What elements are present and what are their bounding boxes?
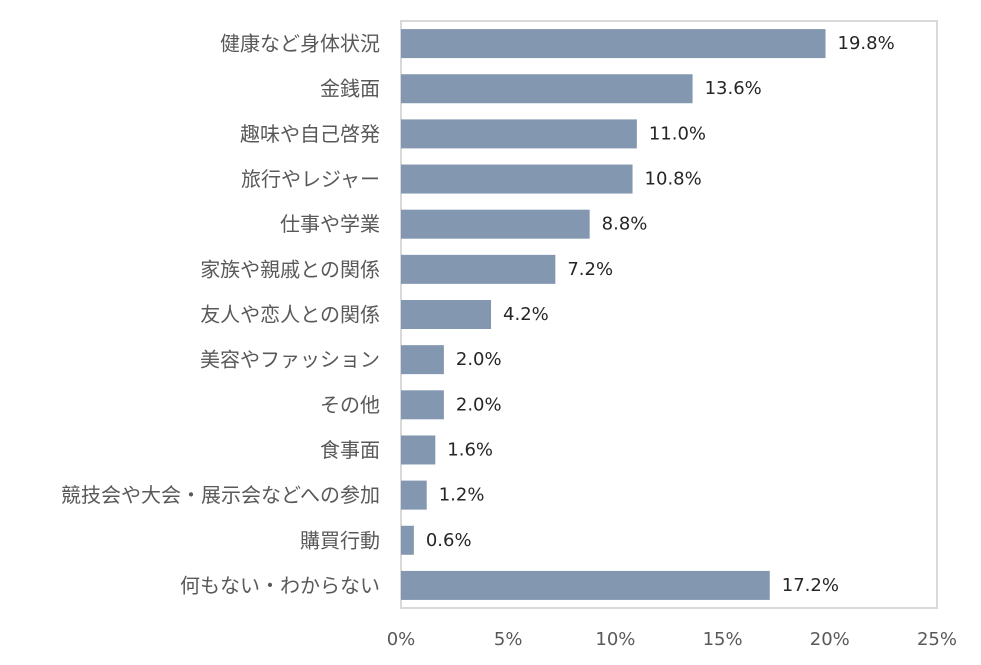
category-label: 美容やファッション [200,348,380,372]
bar [401,74,693,104]
category-label: 食事面 [320,438,380,462]
x-tick-label: 20% [810,629,850,650]
bar [401,164,633,194]
bar [401,119,637,149]
value-label: 1.6% [447,439,493,460]
category-label: 金銭面 [320,77,380,101]
value-label: 19.8% [838,33,895,54]
x-tick-label: 5% [494,629,523,650]
bar [401,435,436,465]
x-tick-label: 15% [703,629,743,650]
bar [401,390,444,420]
value-label: 1.2% [439,485,485,506]
category-label: 何もない・わからない [180,573,380,597]
bar [401,345,444,375]
bar [401,480,427,510]
value-label: 4.2% [503,304,549,325]
value-label: 8.8% [602,214,648,235]
value-label: 2.0% [456,394,502,415]
category-label: 仕事や学業 [280,212,380,236]
value-label: 10.8% [645,169,702,190]
bar [401,29,826,59]
category-label: 趣味や自己啓発 [240,122,380,146]
bar [401,300,492,329]
category-label: 友人や恋人との関係 [200,303,380,327]
value-label: 2.0% [456,349,502,370]
bar [401,570,770,600]
bar [401,209,590,239]
value-labels: 19.8% 13.6% 11.0% 10.8% 8.8% 7.2% 4.2% 2.0% 2.0%… [426,33,895,596]
category-label: 健康など身体状況 [220,32,380,56]
bar [401,254,556,284]
category-label: 競技会や大会・展示会などへの参加 [61,483,380,507]
value-label: 7.2% [567,259,613,280]
category-labels: 健康など身体状況金銭面趣味や自己啓発旅行やレジャー仕事や学業家族や親戚との関係友… [61,32,380,598]
category-label: その他 [320,393,380,417]
value-label: 17.2% [782,575,839,596]
x-tick-label: 0% [387,629,416,650]
x-tick-label: 10% [595,629,635,650]
category-label: 旅行やレジャー [241,167,380,191]
value-label: 11.0% [649,123,706,144]
x-tick-label: 25% [917,629,957,650]
bar [401,525,414,555]
category-label: 購買行動 [300,528,380,552]
category-label: 家族や親戚との関係 [200,257,380,281]
bars-group [401,29,826,600]
value-label: 0.6% [426,530,472,551]
value-label: 13.6% [705,78,762,99]
x-axis-tick-labels: 0% 5% 10% 15% 20% 25% [387,629,957,650]
